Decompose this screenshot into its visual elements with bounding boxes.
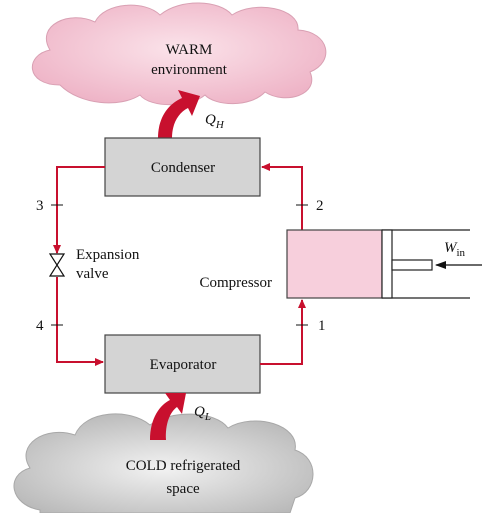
state-label: 1 bbox=[318, 318, 326, 334]
state-ticks bbox=[51, 204, 308, 326]
warm-label: environment bbox=[151, 62, 228, 78]
symbol: Q bbox=[205, 112, 216, 128]
q-h-label: QH bbox=[205, 112, 225, 131]
state-label: 3 bbox=[36, 198, 44, 214]
symbol: Q bbox=[194, 404, 205, 420]
valve-label: valve bbox=[76, 266, 109, 282]
subscript: L bbox=[204, 411, 211, 423]
piston bbox=[381, 229, 470, 299]
state-label: 4 bbox=[36, 318, 44, 334]
valve-symbol bbox=[48, 253, 66, 277]
compressor-label: Compressor bbox=[200, 275, 273, 291]
heat-arrow bbox=[158, 90, 200, 138]
compressor-box bbox=[286, 229, 383, 299]
state-label: 2 bbox=[316, 198, 324, 214]
condenser-label: Condenser bbox=[151, 160, 215, 176]
w-in-label: Win bbox=[444, 240, 466, 259]
valve-label: Expansion bbox=[76, 247, 140, 263]
q-l-label: QL bbox=[194, 404, 211, 423]
subscript: H bbox=[215, 119, 225, 131]
evaporator-box bbox=[104, 334, 261, 394]
warm-label: WARM bbox=[166, 42, 213, 58]
symbol: W bbox=[444, 240, 458, 256]
pipe bbox=[260, 299, 306, 365]
evaporator-label: Evaporator bbox=[150, 357, 217, 373]
cold-label: space bbox=[166, 481, 200, 497]
pipe bbox=[53, 166, 105, 254]
condenser-box bbox=[104, 137, 261, 197]
heat-arrow bbox=[150, 393, 186, 440]
subscript: in bbox=[457, 247, 466, 259]
pipe bbox=[261, 163, 303, 230]
cold-label: COLD refrigerated bbox=[126, 458, 241, 474]
pipe bbox=[56, 277, 104, 366]
